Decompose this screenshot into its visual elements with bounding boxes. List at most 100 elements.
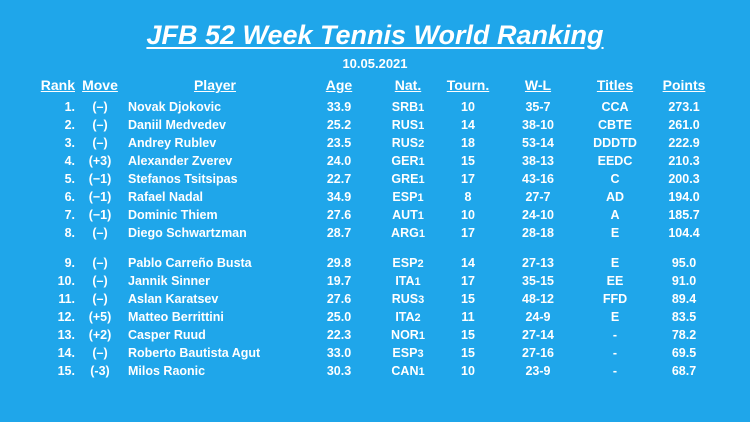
tourn-cell: 15 [461, 292, 475, 306]
titles-cell: - [612, 328, 618, 342]
nat-cell: SRB1 [380, 98, 436, 117]
move-cell: (–) [92, 118, 108, 132]
titles-cell: CBTE [597, 118, 633, 132]
points-cell: 69.5 [671, 346, 697, 360]
nat-rank: 3 [417, 348, 424, 360]
rank-cell: 13. [57, 328, 75, 342]
player-cell: Casper Ruud [128, 328, 206, 342]
table-row: 5. (−1) Stefanos Tsitsipas 22.7 GRE1 17 … [0, 170, 750, 188]
nat-code: ITA [395, 274, 415, 288]
header-nat: Nat. [394, 77, 422, 93]
move-cell: (–) [92, 136, 108, 150]
player-cell: Milos Raonic [128, 364, 206, 378]
age-cell: 27.6 [326, 292, 352, 306]
nat-cell: NOR1 [380, 326, 436, 345]
nat-cell: RUS1 [380, 116, 436, 135]
move-cell: (+5) [88, 310, 112, 324]
points-cell: 222.9 [668, 136, 700, 150]
player-cell: Rafael Nadal [128, 190, 204, 204]
table-row: 1. (–) Novak Djokovic 33.9 SRB1 10 35-7 … [0, 98, 750, 116]
rank-cell: 8. [64, 226, 75, 240]
wl-cell: 38-10 [522, 118, 554, 132]
table-row: 14. (–) Roberto Bautista Agut 33.0 ESP3 … [0, 344, 750, 362]
tourn-cell: 15 [461, 346, 475, 360]
titles-cell: AD [605, 190, 625, 204]
rank-cell: 3. [64, 136, 75, 150]
points-cell: 95.0 [671, 256, 697, 270]
titles-cell: EE [606, 274, 624, 288]
titles-cell: CCA [601, 100, 629, 114]
header-points: Points [662, 77, 706, 93]
move-cell: (-3) [90, 364, 110, 378]
points-cell: 104.4 [668, 226, 700, 240]
player-cell: Jannik Sinner [128, 274, 210, 288]
table-row: 12. (+5) Matteo Berrittini 25.0 ITA2 11 … [0, 308, 750, 326]
table-row: 6. (−1) Rafael Nadal 34.9 ESP1 8 27-7 AD… [0, 188, 750, 206]
table-row: 3. (–) Andrey Rublev 23.5 RUS2 18 53-14 … [0, 134, 750, 152]
rank-cell: 2. [64, 118, 75, 132]
points-cell: 83.5 [671, 310, 697, 324]
age-cell: 28.7 [326, 226, 352, 240]
nat-code: ARG [391, 226, 419, 240]
nat-cell: RUS3 [380, 290, 436, 309]
move-cell: (–) [92, 100, 108, 114]
nat-cell: RUS2 [380, 134, 436, 153]
nat-cell: GRE1 [380, 170, 436, 189]
nat-code: ESP [392, 256, 418, 270]
tourn-cell: 15 [461, 154, 475, 168]
header-rank: Rank [40, 77, 75, 93]
move-cell: (–) [92, 346, 108, 360]
nat-cell: CAN1 [380, 362, 436, 381]
tourn-cell: 17 [461, 274, 475, 288]
age-cell: 27.6 [326, 208, 352, 222]
tourn-cell: 15 [461, 328, 475, 342]
header-move: Move [82, 77, 118, 93]
nat-code: SRB [391, 100, 419, 114]
points-cell: 194.0 [668, 190, 700, 204]
nat-rank: 2 [417, 258, 424, 270]
age-cell: 25.0 [326, 310, 352, 324]
age-cell: 22.7 [326, 172, 352, 186]
move-cell: (−1) [88, 172, 112, 186]
nat-cell: ITA1 [380, 272, 436, 291]
player-cell: Andrey Rublev [128, 136, 217, 150]
player-cell: Novak Djokovic [128, 100, 222, 114]
table-header: Rank Move Player Age Nat. Tourn. W-L Tit… [0, 76, 750, 94]
move-cell: (–) [92, 274, 108, 288]
wl-cell: 35-15 [522, 274, 554, 288]
titles-cell: E [610, 256, 620, 270]
tourn-cell: 17 [461, 226, 475, 240]
wl-cell: 24-10 [522, 208, 554, 222]
nat-rank: 3 [418, 294, 425, 306]
ranking-date: 10.05.2021 [342, 56, 408, 71]
table-row: 4. (+3) Alexander Zverev 24.0 GER1 15 38… [0, 152, 750, 170]
nat-code: NOR [391, 328, 419, 342]
nat-rank: 1 [418, 102, 425, 114]
titles-cell: C [610, 172, 620, 186]
tourn-cell: 18 [461, 136, 475, 150]
nat-rank: 1 [417, 210, 424, 222]
rank-cell: 1. [64, 100, 75, 114]
nat-code: ESP [392, 190, 418, 204]
tourn-cell: 10 [461, 364, 475, 378]
nat-code: ESP [392, 346, 418, 360]
rank-cell: 5. [64, 172, 75, 186]
header-age: Age [325, 77, 353, 93]
table-row: 9. (–) Pablo Carreño Busta 29.8 ESP2 14 … [0, 254, 750, 272]
wl-cell: 53-14 [522, 136, 554, 150]
rank-cell: 12. [57, 310, 75, 324]
move-cell: (–) [92, 226, 108, 240]
nat-cell: ESP2 [380, 254, 436, 273]
nat-cell: ARG1 [380, 224, 436, 243]
header-wl: W-L [524, 77, 552, 93]
wl-cell: 27-16 [522, 346, 554, 360]
wl-cell: 35-7 [525, 100, 551, 114]
nat-rank: 1 [418, 228, 425, 240]
nat-code: ITA [395, 310, 415, 324]
wl-cell: 27-13 [522, 256, 554, 270]
age-cell: 24.0 [326, 154, 352, 168]
player-cell: Roberto Bautista Agut [128, 346, 261, 360]
rank-cell: 4. [64, 154, 75, 168]
age-cell: 30.3 [326, 364, 352, 378]
titles-cell: E [610, 310, 620, 324]
